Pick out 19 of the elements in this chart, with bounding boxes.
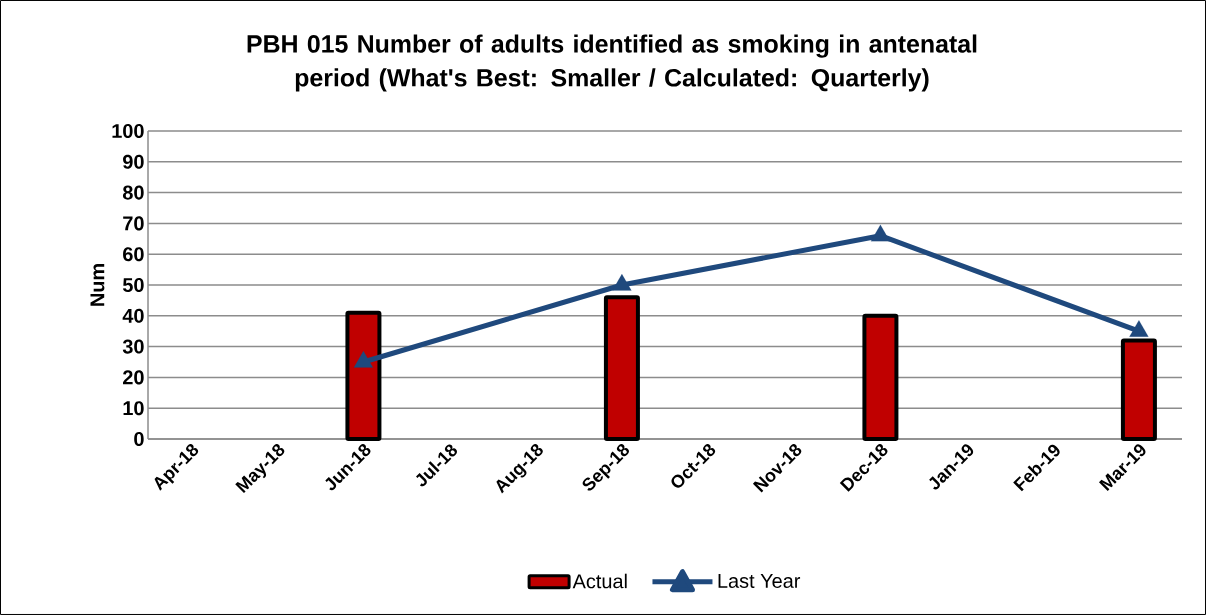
point	[1129, 320, 1149, 337]
point	[870, 224, 890, 242]
y-tick-label: 30	[122, 339, 144, 354]
y-tick-label: 60	[123, 247, 144, 262]
y-tick-label: 90	[123, 154, 144, 169]
y-tick-label: 50	[122, 277, 144, 293]
y-tick-label: 70	[123, 216, 144, 231]
y-tick-label: 100	[112, 123, 144, 139]
chart-title: PBH 015 Number of adults identified as smoking in antenatal period (What's Best: Smaller / Calculated: Quarterly)	[247, 34, 977, 92]
y-axis-title: Num	[90, 264, 105, 306]
y-tick-label: 80	[122, 185, 144, 200]
y-tick-label: 40	[122, 308, 144, 323]
legend-label: Actual	[572, 573, 627, 589]
y-tick-label: 0	[134, 431, 144, 447]
legend-label: Last Year	[718, 574, 801, 588]
point	[353, 350, 374, 368]
point	[612, 273, 632, 291]
y-tick-label: 10	[123, 401, 144, 416]
y-tick-label: 20	[123, 370, 144, 385]
